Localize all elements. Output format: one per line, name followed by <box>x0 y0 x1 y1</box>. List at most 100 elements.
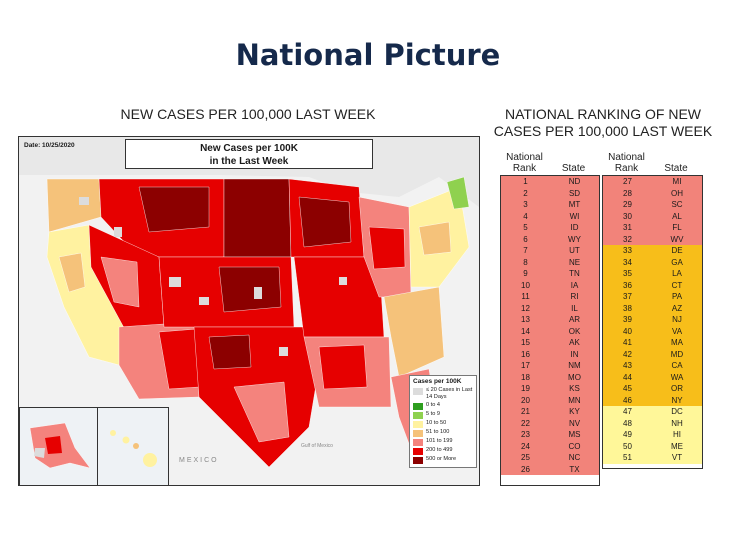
rank-row: 33 DE <box>603 245 702 257</box>
legend-label: 51 to 100 <box>426 429 450 435</box>
rank-state: PA <box>671 292 683 301</box>
rank-number: 42 <box>623 349 632 359</box>
rank-row: 3 MT <box>501 199 599 211</box>
case-map: Date: 10/25/2020 New Cases per 100K in t… <box>18 136 480 486</box>
col1-rank-label: Rank <box>512 163 537 174</box>
rank-state: MD <box>670 349 684 359</box>
rank-number: 40 <box>623 326 632 336</box>
rank-state: RI <box>570 292 579 301</box>
rank-row: 43 CA <box>603 360 702 372</box>
legend-swatch <box>413 388 423 395</box>
rank-row: 25 NC <box>501 452 599 464</box>
rank-number: 38 <box>623 303 632 313</box>
rank-row: 26 TX <box>501 463 599 475</box>
rank-row: 1 ND <box>501 176 599 188</box>
rank-number: 30 <box>623 211 632 221</box>
legend-swatch <box>413 448 423 455</box>
map-title-line2: in the Last Week <box>209 156 289 167</box>
rank-number: 31 <box>623 223 632 232</box>
col1-state-header: State <box>561 163 586 174</box>
col2-national-label: National <box>608 152 645 163</box>
rank-state: CO <box>568 441 581 451</box>
col1-rank-header: National Rank <box>500 152 549 174</box>
rank-row: 22 NV <box>501 417 599 429</box>
rank-row: 27 MI <box>603 176 702 188</box>
legend-label: ≤ 20 Cases in Last 14 Days <box>426 387 473 400</box>
rank-number: 20 <box>521 395 530 405</box>
rank-row: 45 OR <box>603 383 702 395</box>
rank-number: 26 <box>521 464 530 474</box>
rank-row: 17 NM <box>501 360 599 372</box>
legend-rows: ≤ 20 Cases in Last 14 Days 0 to 4 5 to 9 10… <box>413 387 473 464</box>
rank-row: 30 AL <box>603 210 702 222</box>
legend-item: 0 to 4 <box>413 402 473 410</box>
ranking-heading: NATIONAL RANKING OF NEW CASES PER 100,00… <box>490 106 716 140</box>
rank-row: 24 CO <box>501 440 599 452</box>
rank-state: SC <box>671 200 683 209</box>
rank-state: NM <box>568 361 581 370</box>
rank-row: 49 HI <box>603 429 702 441</box>
legend-swatch <box>413 412 423 419</box>
rank-number: 17 <box>521 361 530 370</box>
rank-state: MT <box>568 200 581 209</box>
rank-row: 38 AZ <box>603 302 702 314</box>
rank-row: 19 KS <box>501 383 599 395</box>
us-mainland <box>46 176 470 468</box>
rank-row: 18 MO <box>501 371 599 383</box>
map-title-box: New Cases per 100K in the Last Week <box>125 139 373 169</box>
rank-number: 5 <box>523 223 528 232</box>
rank-state: VA <box>671 326 683 336</box>
ranking-heading-line2: CASES PER 100,000 LAST WEEK <box>493 123 713 139</box>
rank-state: FL <box>672 223 682 232</box>
rank-state: AK <box>569 338 580 347</box>
rank-number: 16 <box>521 349 530 359</box>
rank-number: 4 <box>523 211 528 221</box>
rank-state: NV <box>568 418 581 428</box>
rank-state: SD <box>568 188 581 198</box>
rank-row: 48 NH <box>603 417 702 429</box>
col2-state-header: State <box>664 163 688 174</box>
rank-row: 35 LA <box>603 268 702 280</box>
rank-row: 32 WV <box>603 233 702 245</box>
legend-item: 500 or More <box>413 456 473 464</box>
rank-number: 18 <box>521 372 530 382</box>
rank-number: 9 <box>523 269 528 278</box>
rank-row: 8 NE <box>501 256 599 268</box>
rank-row: 28 OH <box>603 187 702 199</box>
rank-number: 1 <box>523 177 528 186</box>
rank-number: 25 <box>521 453 530 462</box>
rank-state: IN <box>570 349 579 359</box>
rank-number: 46 <box>623 395 632 405</box>
rank-state: OR <box>671 384 683 393</box>
rank-row: 34 GA <box>603 256 702 268</box>
rank-row: 39 NJ <box>603 314 702 326</box>
rank-row: 21 KY <box>501 406 599 418</box>
rank-number: 6 <box>523 234 528 244</box>
hawaii-inset <box>97 407 169 485</box>
rank-state: AZ <box>671 303 683 313</box>
rank-number: 19 <box>521 384 530 393</box>
rank-row: 37 PA <box>603 291 702 303</box>
rank-row: 46 NY <box>603 394 702 406</box>
rank-number: 34 <box>623 257 632 267</box>
legend-swatch <box>413 430 423 437</box>
legend-item: ≤ 20 Cases in Last 14 Days <box>413 387 473 401</box>
rank-state: NJ <box>672 315 682 324</box>
rank-row: 42 MD <box>603 348 702 360</box>
rank-number: 36 <box>623 280 632 290</box>
rank-row: 23 MS <box>501 429 599 441</box>
rank-state: MS <box>568 430 581 439</box>
rank-state: DE <box>671 246 683 255</box>
rank-row: 4 WI <box>501 210 599 222</box>
us-map-graphic <box>19 137 479 468</box>
rank-state: GA <box>671 257 683 267</box>
map-heading: NEW CASES PER 100,000 LAST WEEK <box>120 106 376 122</box>
rank-number: 2 <box>523 188 528 198</box>
rank-state: UT <box>569 246 580 255</box>
hawaii-shape <box>110 430 157 467</box>
rank-row: 31 FL <box>603 222 702 234</box>
rank-state: WY <box>568 234 581 244</box>
rank-state: NE <box>568 257 581 267</box>
rank-state: WA <box>670 372 684 382</box>
rank-number: 51 <box>623 453 632 462</box>
